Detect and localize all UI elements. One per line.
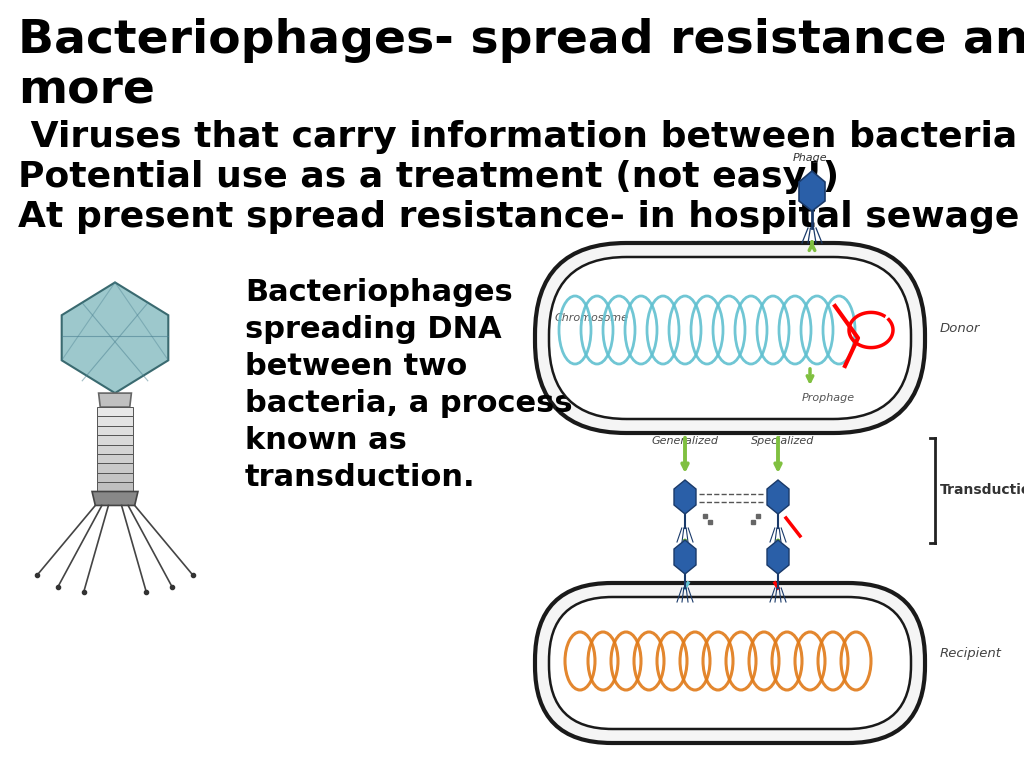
Polygon shape	[767, 540, 790, 574]
Text: Donor: Donor	[940, 322, 980, 335]
Text: Generalized: Generalized	[651, 436, 719, 446]
FancyBboxPatch shape	[549, 257, 911, 419]
Polygon shape	[767, 480, 790, 514]
Text: Transduction: Transduction	[940, 484, 1024, 498]
Polygon shape	[97, 445, 133, 454]
Text: Bacteriophages- spread resistance and ?: Bacteriophages- spread resistance and ?	[18, 18, 1024, 63]
Polygon shape	[97, 435, 133, 445]
Polygon shape	[92, 492, 138, 505]
Text: Potential use as a treatment (not easy!): Potential use as a treatment (not easy!)	[18, 160, 839, 194]
FancyBboxPatch shape	[535, 583, 925, 743]
Text: Chromosome: Chromosome	[555, 313, 629, 323]
Polygon shape	[97, 473, 133, 482]
FancyBboxPatch shape	[535, 243, 925, 433]
Text: Specialized: Specialized	[752, 436, 815, 446]
Polygon shape	[98, 393, 131, 407]
Text: At present spread resistance- in hospital sewage!!!: At present spread resistance- in hospita…	[18, 200, 1024, 234]
Polygon shape	[97, 463, 133, 473]
Polygon shape	[799, 171, 825, 211]
Polygon shape	[97, 416, 133, 425]
Polygon shape	[97, 407, 133, 416]
Text: more: more	[18, 68, 155, 113]
Text: Viruses that carry information between bacteria: Viruses that carry information between b…	[18, 120, 1017, 154]
Polygon shape	[97, 482, 133, 492]
Polygon shape	[97, 425, 133, 435]
Text: Recipient: Recipient	[940, 647, 1002, 660]
Text: Prophage: Prophage	[802, 393, 855, 403]
Polygon shape	[61, 283, 168, 393]
Text: Phage: Phage	[793, 153, 827, 163]
FancyBboxPatch shape	[549, 597, 911, 729]
Text: Bacteriophages
spreading DNA
between two
bacteria, a process
known as
transducti: Bacteriophages spreading DNA between two…	[245, 278, 572, 492]
Polygon shape	[674, 540, 696, 574]
Polygon shape	[674, 480, 696, 514]
Polygon shape	[97, 454, 133, 463]
